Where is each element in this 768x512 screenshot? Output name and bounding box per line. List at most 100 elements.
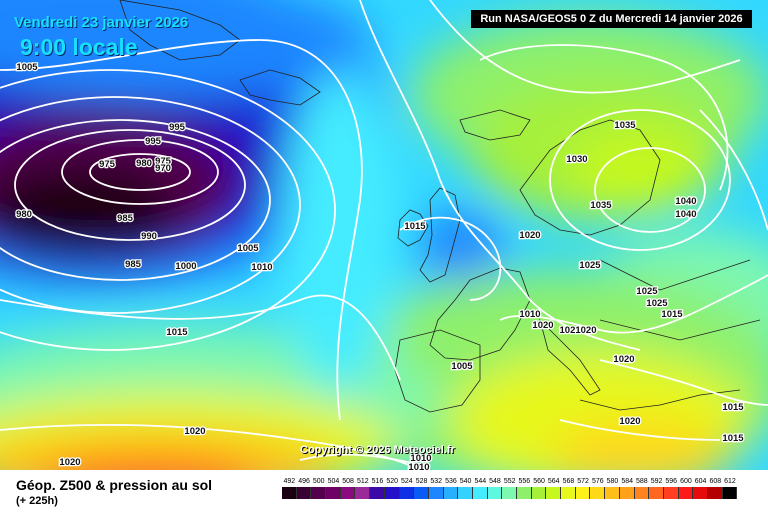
isobars: [0, 0, 768, 470]
legend-label: 520: [386, 478, 398, 485]
legend-swatch: [414, 487, 429, 499]
legend-swatch: [605, 487, 620, 499]
isobar-label: 980: [136, 158, 152, 169]
legend-swatch: [384, 487, 400, 499]
legend-label: 492: [283, 478, 296, 485]
isobar-label: 1020: [59, 457, 80, 468]
isobar-label: 970: [155, 163, 171, 174]
isobar-label: 1000: [175, 261, 196, 272]
legend-label: 604: [694, 478, 707, 485]
isobar-label: 1015: [404, 221, 426, 232]
legend-label: 548: [489, 478, 501, 485]
legend-label: 528: [415, 478, 428, 485]
isobar-label: 1005: [16, 62, 38, 73]
forecast-time: 9:00 locale: [20, 34, 138, 60]
legend-swatch: [634, 487, 650, 499]
isobar-label: 1025: [579, 260, 601, 271]
isobar-label: 1021020: [560, 325, 597, 336]
legend-swatch: [663, 487, 679, 499]
legend-label: 560: [533, 478, 545, 485]
legend-swatch: [443, 487, 459, 499]
coastlines: [119, 0, 761, 413]
isobar-label: 1025: [636, 286, 658, 297]
legend-swatch: [561, 487, 576, 499]
legend-label: 500: [312, 478, 325, 485]
legend-swatch: [707, 487, 723, 499]
legend-swatch: [487, 487, 503, 499]
legend-label: 584: [621, 478, 633, 485]
isobar-label: 1010: [410, 453, 431, 464]
legend-swatch: [517, 487, 532, 499]
isobar-label: 995: [145, 136, 162, 147]
footer: Géop. Z500 & pression au sol (+ 225h) 49…: [0, 470, 768, 512]
legend-label: 612: [724, 478, 736, 485]
legend-label: 544: [474, 478, 487, 485]
isobar-label: 990: [141, 231, 157, 242]
isobar-label: 1020: [519, 230, 540, 241]
forecast-date: Vendredi 23 janvier 2026: [14, 14, 189, 31]
legend-swatch: [311, 487, 327, 499]
isobar-label: 1020: [613, 354, 634, 365]
isobar-label: 985: [125, 259, 142, 270]
legend-label: 596: [665, 478, 678, 485]
legend-swatch: [355, 487, 371, 499]
legend-swatch: [428, 487, 444, 499]
isobar-label: 1010: [408, 462, 429, 470]
legend-label: 556: [518, 478, 531, 485]
weather-map: 1005 995 995 975 980 975 970 980 985 990 985 1000 10…: [0, 0, 768, 470]
legend-label: 552: [503, 478, 516, 485]
isobar-label: 975: [99, 159, 116, 170]
isobar-label: 995: [169, 122, 186, 133]
legend-label: 516: [371, 478, 384, 485]
legend-label: 540: [459, 478, 472, 485]
legend-label: 564: [547, 478, 560, 485]
run-info: Run NASA/GEOS5 0 Z du Mercredi 14 janvie…: [471, 10, 752, 28]
legend-label: 508: [342, 478, 354, 485]
legend-label: 568: [562, 478, 575, 485]
legend-swatch: [678, 487, 694, 499]
legend-swatch: [472, 487, 488, 499]
color-legend: 492 496 500 504 508 512 516 520 524 528 532 536 540 5…: [282, 478, 738, 499]
isobar-label: 1010: [519, 309, 540, 320]
legend-label: 536: [445, 478, 457, 485]
legend-swatch: [282, 487, 297, 499]
legend-swatch: [546, 487, 562, 499]
legend-swatch: [722, 487, 738, 499]
legend-label: 532: [430, 478, 443, 485]
isobar-label: 1035: [614, 120, 636, 131]
legend-swatch: [370, 487, 385, 499]
legend-label: 588: [636, 478, 648, 485]
legend-swatch: [296, 487, 312, 499]
legend-label: 504: [327, 478, 340, 485]
legend-swatch: [531, 487, 547, 499]
legend-swatch: [693, 487, 708, 499]
legend-swatch: [399, 487, 415, 499]
isobar-label: 1025: [646, 298, 668, 309]
legend-label: 580: [606, 478, 619, 485]
legend-labels: 492 496 500 504 508 512 516 520 524 528 532 536 540 5…: [282, 478, 737, 485]
forecast-lead-time: (+ 225h): [16, 495, 58, 507]
isobar-label: 1020: [619, 416, 640, 427]
isobar-label: 980: [16, 209, 32, 220]
isobar-label: 1040: [675, 196, 696, 207]
isobar-label: 1030: [566, 154, 587, 165]
isobar-label: 1005: [237, 243, 259, 254]
legend-swatch: [619, 487, 635, 499]
legend-swatch: [502, 487, 517, 499]
isobar-label: 1015: [166, 327, 188, 338]
legend-label: 572: [577, 478, 589, 485]
legend-swatch: [575, 487, 591, 499]
legend-label: 524: [401, 478, 413, 485]
legend-label: 608: [709, 478, 722, 485]
isobar-label: 1020: [184, 426, 205, 437]
legend-label: 512: [356, 478, 369, 485]
legend-bar: [282, 487, 738, 499]
isobar-label: 1005: [451, 361, 473, 372]
isobar-label: 1040: [675, 209, 696, 220]
isobar-label: 985: [117, 213, 134, 224]
isobar-label: 1015: [722, 402, 744, 413]
isobar-label: 975: [155, 156, 172, 167]
legend-swatch: [590, 487, 606, 499]
